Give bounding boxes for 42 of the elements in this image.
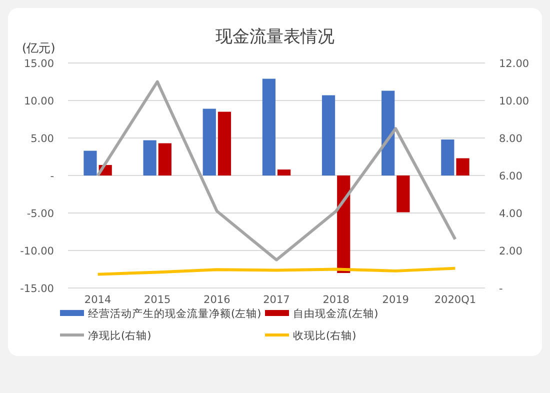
- legend-label: 经营活动产生的现金流量净额(左轴): [88, 307, 262, 320]
- legend-label: 自由现金流(左轴): [293, 307, 378, 320]
- legend-label: 收现比(右轴): [293, 329, 356, 342]
- y-tick-label: 10.00: [24, 96, 54, 108]
- y2-tick-label: 12.00: [499, 58, 530, 70]
- bar: [441, 140, 454, 176]
- y2-tick-label: -: [499, 283, 503, 295]
- bar: [218, 112, 232, 176]
- chart-title: 现金流量表情况: [216, 27, 334, 47]
- y-tick-label: -15.00: [20, 283, 54, 295]
- y2-tick-label: 6.00: [499, 170, 522, 182]
- y-tick-label: -10.00: [20, 246, 54, 258]
- bar: [84, 150, 97, 176]
- bar: [396, 176, 410, 212]
- x-tick-label: 2017: [263, 294, 290, 306]
- line-series: [96, 80, 457, 262]
- y-tick-label: 5.00: [30, 133, 54, 145]
- bar: [158, 143, 172, 176]
- x-tick-label: 2014: [84, 294, 112, 306]
- legend-label: 净现比(右轴): [88, 329, 152, 342]
- line-series: [96, 266, 457, 276]
- y2-tick-label: 2.00: [499, 246, 522, 258]
- bar: [456, 158, 470, 176]
- bar: [143, 140, 156, 176]
- x-tick-label: 2016: [204, 294, 231, 306]
- x-tick-label: 2019: [382, 294, 410, 306]
- bar: [202, 108, 216, 176]
- bar: [262, 78, 276, 176]
- y2-tick-label: 10.00: [499, 96, 530, 108]
- y-tick-label: -: [50, 170, 54, 182]
- y2-tick-label: 4.00: [499, 208, 522, 220]
- bar: [337, 176, 350, 273]
- x-tick-label: 2015: [144, 294, 171, 306]
- y2-tick-label: 8.00: [499, 133, 522, 145]
- y-axis-title: (亿元): [22, 41, 56, 55]
- bar: [382, 90, 395, 176]
- y-tick-label: -5.00: [26, 208, 54, 220]
- bar: [322, 95, 336, 176]
- bar: [278, 170, 291, 176]
- x-tick-label: 2018: [322, 294, 350, 306]
- x-tick-label: 2020Q1: [434, 294, 476, 306]
- y-tick-label: 15.00: [24, 58, 54, 70]
